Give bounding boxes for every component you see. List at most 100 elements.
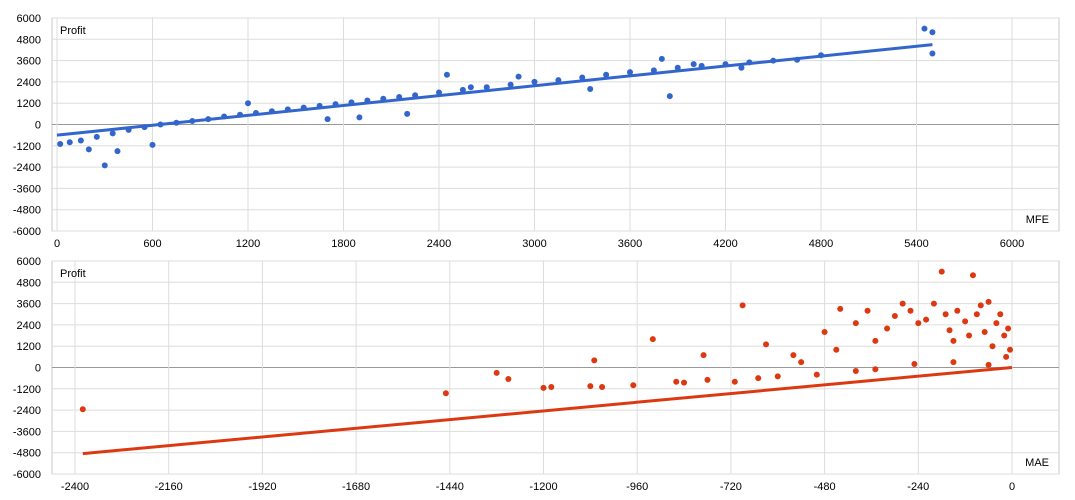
mfe-x-tick-label: 4200	[713, 238, 737, 250]
mae-data-point	[700, 352, 707, 359]
mae-y-tick-label: 2400	[17, 320, 41, 332]
mfe-data-point	[674, 64, 681, 71]
mfe-x-tick-label: 5400	[904, 238, 928, 250]
mfe-data-point	[921, 25, 928, 32]
mfe-data-point	[627, 69, 633, 76]
mfe-data-point	[555, 77, 562, 84]
mfe-data-point	[443, 71, 450, 78]
mae-data-point	[891, 313, 898, 320]
mfe-data-point	[579, 74, 586, 81]
mae-y-tick-label: -2400	[13, 405, 41, 417]
mae-y-tick-label: -3600	[13, 426, 41, 438]
mae-data-point	[755, 375, 762, 382]
mae-x-tick-label: -2400	[61, 481, 89, 493]
mae-data-point	[79, 406, 86, 413]
mae-x-tick-label: -1920	[248, 481, 276, 493]
mae-data-point	[872, 337, 879, 344]
mae-data-point	[813, 371, 820, 378]
mae-data-point	[938, 268, 945, 275]
mae-x-tick-labels: -2400 -2160 -1920 -1680 -1440 -1200 -960 -720 -4…	[61, 481, 1015, 493]
mae-data-point	[790, 352, 797, 359]
mae-gridlines	[52, 260, 1059, 475]
mae-x-tick-label: -1200	[529, 481, 557, 493]
mae-data-point	[915, 320, 922, 327]
mfe-x-tick-label: 4800	[809, 238, 833, 250]
mfe-data-point	[93, 133, 100, 140]
mae-data-point	[540, 384, 547, 391]
mae-data-point	[884, 325, 891, 332]
mae-data-point	[837, 305, 844, 312]
mae-data-point	[739, 302, 746, 309]
mae-data-point	[673, 378, 680, 385]
mae-data-point	[704, 376, 711, 383]
mae-data-point	[798, 359, 805, 366]
mae-data-point	[821, 329, 828, 335]
mfe-data-point	[690, 61, 697, 68]
mfe-x-tick-label: 2400	[427, 238, 451, 250]
mae-data-point	[899, 300, 906, 307]
mae-data-point	[649, 336, 656, 343]
mae-y-tick-labels: 6000 4800 3600 2400 1200 0 -1200 -2400 -3600 -480…	[13, 256, 41, 481]
mfe-y-tick-label: 3600	[17, 56, 41, 68]
mfe-data-point	[109, 130, 116, 137]
mfe-x-tick-label: 3600	[618, 238, 642, 250]
mae-y-tick-label: 0	[35, 363, 41, 375]
mae-data-point	[950, 337, 957, 344]
mae-x-tick-label: -2160	[155, 481, 183, 493]
mfe-data-point	[929, 29, 936, 36]
mae-data-point	[942, 311, 949, 318]
mae-y-axis-title: Profit	[60, 268, 86, 280]
mfe-data-point	[587, 86, 594, 92]
mfe-trendline-group	[56, 43, 933, 137]
mfe-data-point	[658, 55, 665, 62]
mae-data-point	[985, 361, 992, 368]
mfe-data-point	[531, 78, 538, 85]
mfe-y-tick-label: -4800	[13, 205, 41, 217]
mfe-x-tick-label: 1800	[331, 238, 355, 250]
mfe-data-point	[77, 137, 84, 144]
mae-data-point	[872, 366, 879, 373]
mae-data-point	[954, 307, 961, 314]
mfe-y-tick-label: 4800	[17, 34, 41, 46]
mae-data-point	[993, 320, 1000, 327]
mae-data-point	[907, 307, 914, 314]
mae-data-point	[852, 320, 859, 327]
mae-data-point	[977, 302, 984, 309]
mae-trendline	[82, 366, 1013, 456]
mae-data-point	[681, 379, 688, 386]
mae-y-tick-label: 4800	[17, 277, 41, 289]
mfe-x-tick-label: 3000	[522, 238, 546, 250]
mae-points	[79, 268, 1014, 413]
mae-data-point	[763, 341, 770, 348]
mae-y-tick-label: -4800	[13, 448, 41, 460]
mfe-data-point	[245, 100, 251, 107]
mfe-y-tick-label: -3600	[13, 183, 41, 195]
mae-y-tick-label: 6000	[17, 256, 41, 268]
mae-data-point	[950, 359, 957, 366]
mfe-y-tick-label: 6000	[17, 13, 41, 25]
mfe-data-point	[929, 50, 936, 57]
mae-data-point	[930, 300, 937, 307]
mfe-x-tick-label: 600	[143, 238, 161, 250]
mfe-x-axis-title: MFE	[1026, 214, 1049, 226]
mfe-y-tick-label: 1200	[17, 98, 41, 110]
mae-data-point	[985, 298, 992, 305]
mae-x-axis-title: MAE	[1025, 457, 1049, 469]
mae-x-tick-label: -1440	[436, 481, 464, 493]
mfe-y-tick-labels: 6000 4800 3600 2400 1200 0 -1200 -2400 -3600 -480…	[13, 13, 41, 238]
mae-data-point	[1005, 325, 1012, 332]
mfe-y-tick-label: 0	[35, 120, 41, 132]
mfe-trendline	[56, 43, 933, 137]
mae-data-point	[981, 329, 988, 335]
mfe-gridlines	[52, 17, 1059, 232]
mfe-x-tick-labels: 0 600 1200 1800 2400 3000 3600 4200 4800 5400 6000	[54, 238, 1024, 250]
mae-trendline-group	[82, 366, 1013, 456]
mae-data-point	[493, 369, 500, 376]
mae-y-tick-label: 1200	[17, 341, 41, 353]
mae-data-point	[774, 373, 781, 380]
mae-x-tick-label: 0	[1009, 481, 1015, 493]
mfe-data-point	[483, 84, 490, 91]
mae-data-point	[833, 346, 840, 353]
mae-data-point	[864, 307, 871, 314]
